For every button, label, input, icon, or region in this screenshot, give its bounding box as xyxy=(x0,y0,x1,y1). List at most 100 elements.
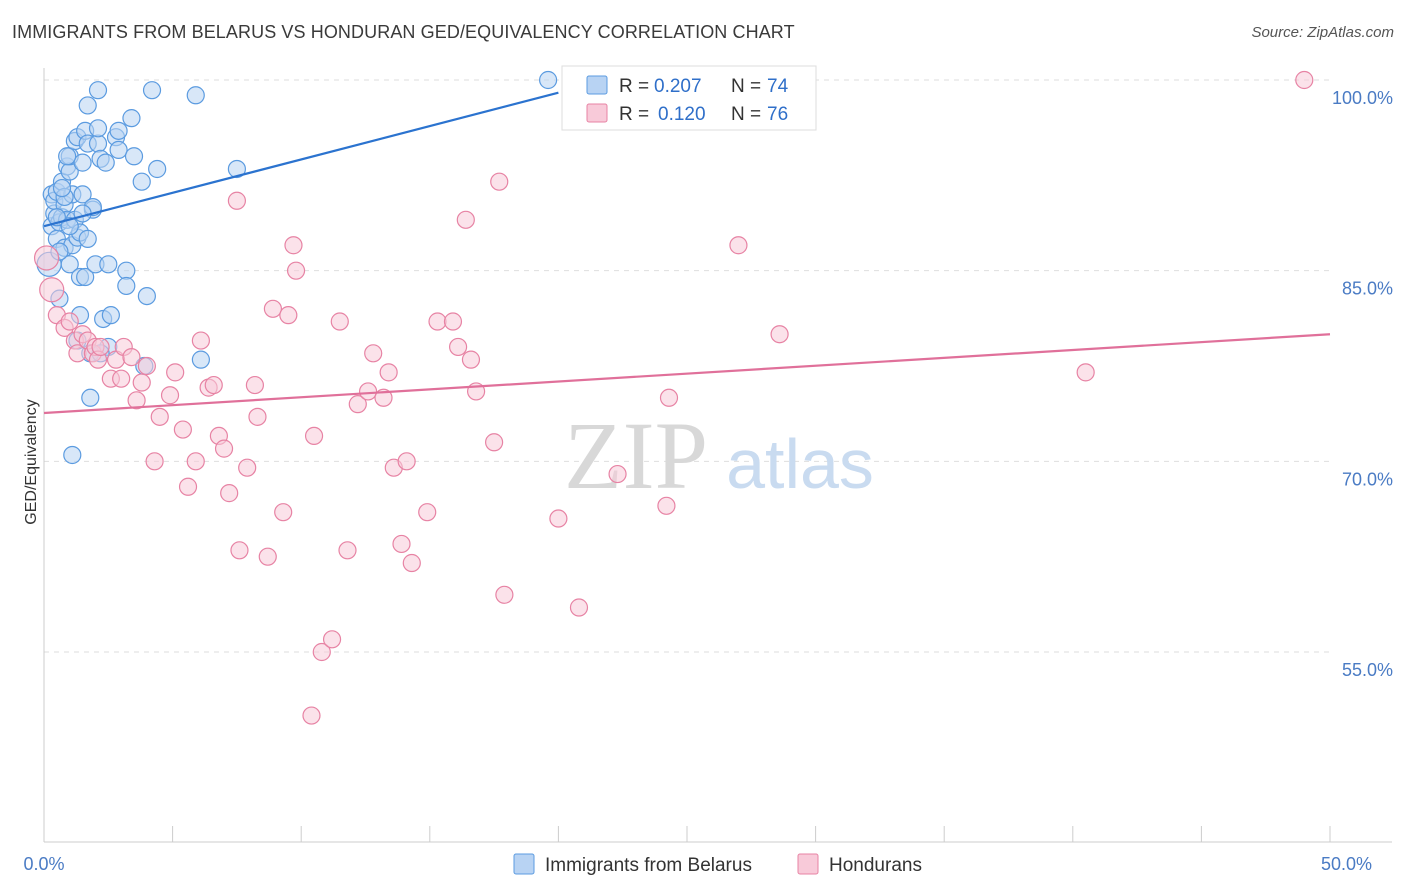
belarus-point xyxy=(88,81,108,100)
belarus-point xyxy=(99,255,118,274)
hondurans-point xyxy=(127,391,146,410)
belarus-point xyxy=(73,185,92,204)
correlation-legend: R = 0.207 N = 74 R = 0.120 N = 76 xyxy=(561,65,817,131)
hondurans-point xyxy=(178,477,198,496)
y-axis-title: GED/Equivalency xyxy=(23,399,40,524)
hondurans-point xyxy=(443,312,463,331)
y-tick-label-3: 100.0% xyxy=(1332,88,1393,108)
belarus-point xyxy=(58,147,77,166)
x-tick-label-1: 50.0% xyxy=(1321,854,1372,874)
hondurans-point xyxy=(245,375,265,395)
bottom-legend-swatch-belarus xyxy=(513,853,535,875)
hondurans-point xyxy=(322,630,342,649)
belarus-point xyxy=(109,121,128,140)
hondurans-point xyxy=(358,382,378,401)
hondurans-point xyxy=(1295,70,1314,90)
series-hondurans-points xyxy=(33,70,1314,725)
hondurans-point xyxy=(284,236,303,255)
hondurans-point xyxy=(39,277,65,303)
belarus-point xyxy=(60,217,79,236)
hondurans-point xyxy=(495,585,514,604)
hondurans-point xyxy=(150,407,169,426)
hondurans-point xyxy=(248,407,267,426)
hondurans-point xyxy=(549,509,568,528)
hondurans-point xyxy=(263,299,283,318)
belarus-point xyxy=(142,81,162,100)
hondurans-point xyxy=(137,356,156,376)
hondurans-point xyxy=(160,386,180,405)
y-tick-label-0: 55.0% xyxy=(1342,660,1393,680)
legend-n-label-hondurans: N = xyxy=(731,104,761,125)
hondurans-point xyxy=(274,503,293,522)
belarus-point xyxy=(148,159,167,179)
hondurans-point xyxy=(485,433,504,452)
hondurans-point xyxy=(379,363,398,382)
hondurans-point xyxy=(569,598,589,617)
hondurans-point xyxy=(91,337,110,357)
axes xyxy=(43,68,1392,843)
legend-r-value-belarus: 0.207 xyxy=(654,76,702,97)
hondurans-point xyxy=(657,496,676,515)
chart-title: IMMIGRANTS FROM BELARUS VS HONDURAN GED/… xyxy=(12,22,795,42)
legend-n-label-belarus: N = xyxy=(731,76,761,97)
belarus-point xyxy=(137,286,156,306)
x-tick-label-0: 0.0% xyxy=(23,854,64,874)
belarus-point xyxy=(101,306,120,325)
belarus-point xyxy=(52,178,72,198)
hondurans-point xyxy=(490,172,509,191)
legend-r-label-hondurans: R = xyxy=(619,104,649,125)
hondurans-point xyxy=(392,534,411,554)
legend-r-label-belarus: R = xyxy=(619,76,649,97)
hondurans-point xyxy=(122,348,141,367)
belarus-point xyxy=(63,445,82,465)
hondurans-point xyxy=(33,245,60,271)
hondurans-point xyxy=(659,388,679,407)
hondurans-point xyxy=(191,331,210,350)
belarus-point xyxy=(88,134,108,153)
hondurans-point xyxy=(312,642,331,662)
y-tick-labels: 55.0% 70.0% 85.0% 100.0% xyxy=(1332,88,1393,680)
belarus-point xyxy=(539,70,558,90)
series-belarus-points xyxy=(36,70,558,465)
legend-swatch-hondurans xyxy=(586,103,608,123)
hondurans-point xyxy=(330,312,349,331)
belarus-point xyxy=(78,229,97,248)
hondurans-point xyxy=(770,325,789,344)
belarus-point xyxy=(109,140,128,160)
hondurans-point xyxy=(145,452,164,471)
hondurans-point xyxy=(448,337,468,357)
legend-n-value-hondurans: 76 xyxy=(767,104,788,125)
hondurans-point xyxy=(397,452,416,471)
hondurans-point xyxy=(279,306,298,325)
legend-r-value-hondurans: 0.120 xyxy=(658,104,706,125)
hondurans-point xyxy=(220,484,239,503)
belarus-point xyxy=(124,147,144,166)
belarus-point xyxy=(186,86,205,105)
hondurans-point xyxy=(729,236,748,255)
y-tick-label-2: 85.0% xyxy=(1342,279,1393,299)
belarus-point xyxy=(191,350,210,369)
hondurans-point xyxy=(364,344,383,363)
belarus-point xyxy=(73,204,92,223)
hondurans-point xyxy=(238,458,257,477)
hondurans-trend-line xyxy=(43,333,1331,415)
series-legend: Immigrants from Belarus Hondurans xyxy=(513,853,922,876)
hondurans-point xyxy=(1076,363,1095,382)
hondurans-point xyxy=(186,452,205,471)
hondurans-point xyxy=(258,547,277,566)
belarus-trend-line xyxy=(43,91,559,228)
belarus-point xyxy=(117,276,136,296)
hondurans-point xyxy=(461,350,481,369)
hondurans-point xyxy=(286,261,306,280)
belarus-point xyxy=(88,119,108,138)
belarus-point xyxy=(81,388,100,407)
belarus-point xyxy=(227,159,246,179)
hondurans-point xyxy=(338,541,357,560)
hondurans-point xyxy=(418,503,437,522)
belarus-point xyxy=(78,96,97,115)
hondurans-point xyxy=(227,191,246,210)
belarus-point xyxy=(60,255,79,274)
belarus-point xyxy=(117,261,136,280)
hondurans-point xyxy=(348,395,367,414)
